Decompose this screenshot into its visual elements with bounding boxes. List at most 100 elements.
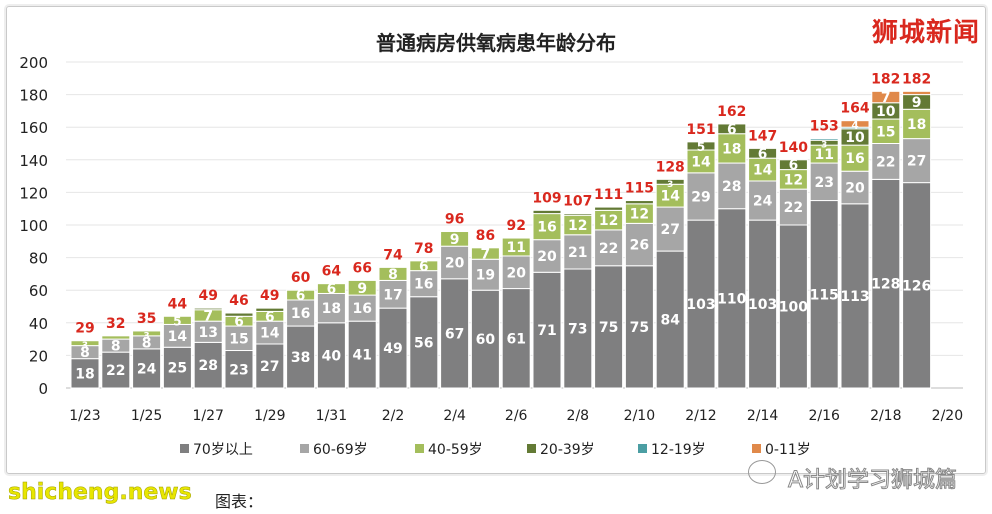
bar-segment [594, 229, 624, 267]
total-label: 182 [871, 71, 900, 87]
legend-swatch [752, 444, 761, 453]
watermark-bottom: A计划学习狮城篇 [787, 468, 958, 494]
segment-label: 14 [660, 189, 680, 205]
bar-segment [871, 90, 901, 104]
x-tick-label: 1/23 [69, 408, 100, 424]
bar-segment [255, 307, 285, 312]
bar-segment [101, 351, 131, 389]
segment-label: 6 [789, 158, 799, 174]
bar-segment [778, 224, 808, 389]
segment-label: 22 [876, 154, 895, 170]
bar-segment [594, 265, 624, 389]
segment-label: 24 [753, 194, 773, 210]
segment-label: 61 [506, 331, 525, 347]
segment-label: 6 [296, 288, 306, 304]
segment-label: 7 [881, 90, 891, 106]
segment-label: 28 [198, 358, 217, 374]
segment-label: 8 [142, 335, 152, 351]
bar-segment [409, 296, 439, 389]
bar-segment [871, 178, 901, 389]
segment-label: 128 [871, 277, 900, 293]
segment-label: 10 [845, 130, 865, 146]
bar-segment [902, 90, 932, 96]
segment-label: 20 [445, 255, 465, 271]
bar-segment [162, 315, 192, 325]
segment-label: 12 [568, 218, 587, 234]
legend-label: 0-11岁 [765, 442, 811, 458]
segment-label: 19 [476, 268, 495, 284]
total-label: 115 [625, 181, 654, 197]
y-tick-label: 160 [19, 119, 48, 137]
total-label: 49 [198, 288, 217, 304]
segment-label: 5 [173, 314, 181, 328]
watermark-site: shicheng.news [8, 480, 192, 506]
segment-label: 7 [481, 247, 491, 263]
bar-segment [440, 231, 470, 247]
total-label: 35 [137, 311, 156, 327]
bar-segment [655, 178, 685, 185]
bar-segment [378, 279, 408, 309]
bar-segment [347, 320, 377, 389]
bar-segment [778, 159, 808, 171]
segment-label: 17 [383, 287, 402, 303]
segment-label: 15 [876, 124, 895, 140]
bar-segment [470, 258, 500, 291]
total-label: 78 [414, 241, 433, 257]
legend-swatch [180, 444, 189, 453]
segment-label: 75 [630, 320, 649, 336]
total-label: 46 [229, 293, 248, 309]
segment-label: 20 [845, 181, 865, 197]
segment-label: 5 [697, 140, 705, 154]
total-label: 140 [779, 140, 808, 156]
total-label: 107 [563, 194, 592, 210]
segment-label: 16 [845, 151, 864, 167]
segment-label: 3 [667, 180, 673, 190]
bar-segment [840, 203, 870, 389]
bar-segment [840, 144, 870, 172]
total-label: 151 [686, 122, 715, 138]
y-tick-label: 120 [19, 184, 48, 202]
y-tick-label: 200 [19, 54, 48, 72]
bar-segment [132, 330, 162, 337]
bar-segment [101, 335, 131, 340]
legend-swatch [638, 444, 647, 453]
y-tick-label: 20 [29, 347, 48, 365]
x-tick-label: 2/2 [382, 408, 405, 424]
total-label: 96 [445, 212, 464, 228]
total-label: 128 [656, 159, 685, 175]
bar-segment [440, 278, 470, 389]
segment-label: 10 [876, 104, 896, 120]
segment-label: 20 [506, 265, 526, 281]
segment-label: 115 [810, 287, 839, 303]
bar-segment [316, 322, 346, 389]
bar-segment [440, 245, 470, 280]
segment-label: 24 [137, 361, 157, 377]
total-label: 109 [532, 190, 561, 206]
total-label: 86 [476, 228, 495, 244]
total-label: 182 [902, 71, 931, 87]
segment-label: 15 [229, 331, 248, 347]
segment-label: 25 [168, 361, 187, 377]
bar-segment [378, 266, 408, 281]
segment-label: 27 [660, 222, 679, 238]
bar-segment [809, 200, 839, 389]
wechat-icon [748, 460, 776, 484]
segment-label: 71 [537, 323, 556, 339]
segment-label: 21 [568, 245, 587, 261]
x-tick-label: 1/27 [192, 408, 223, 424]
bar-segment [686, 172, 716, 221]
legend-label: 70岁以上 [193, 442, 253, 458]
x-tick-label: 2/18 [870, 408, 901, 424]
total-label: 164 [840, 101, 869, 117]
segment-label: 29 [691, 189, 710, 205]
bar-segment [655, 206, 685, 252]
segment-label: 22 [784, 200, 803, 216]
bar-segment [717, 162, 747, 210]
segment-label: 6 [419, 259, 429, 275]
segment-label: 7 [203, 308, 213, 324]
segment-label: 18 [722, 141, 741, 157]
bar-segment [224, 312, 254, 317]
segment-label: 12 [599, 213, 618, 229]
segment-label: 3 [82, 341, 88, 351]
segment-label: 49 [383, 341, 402, 357]
